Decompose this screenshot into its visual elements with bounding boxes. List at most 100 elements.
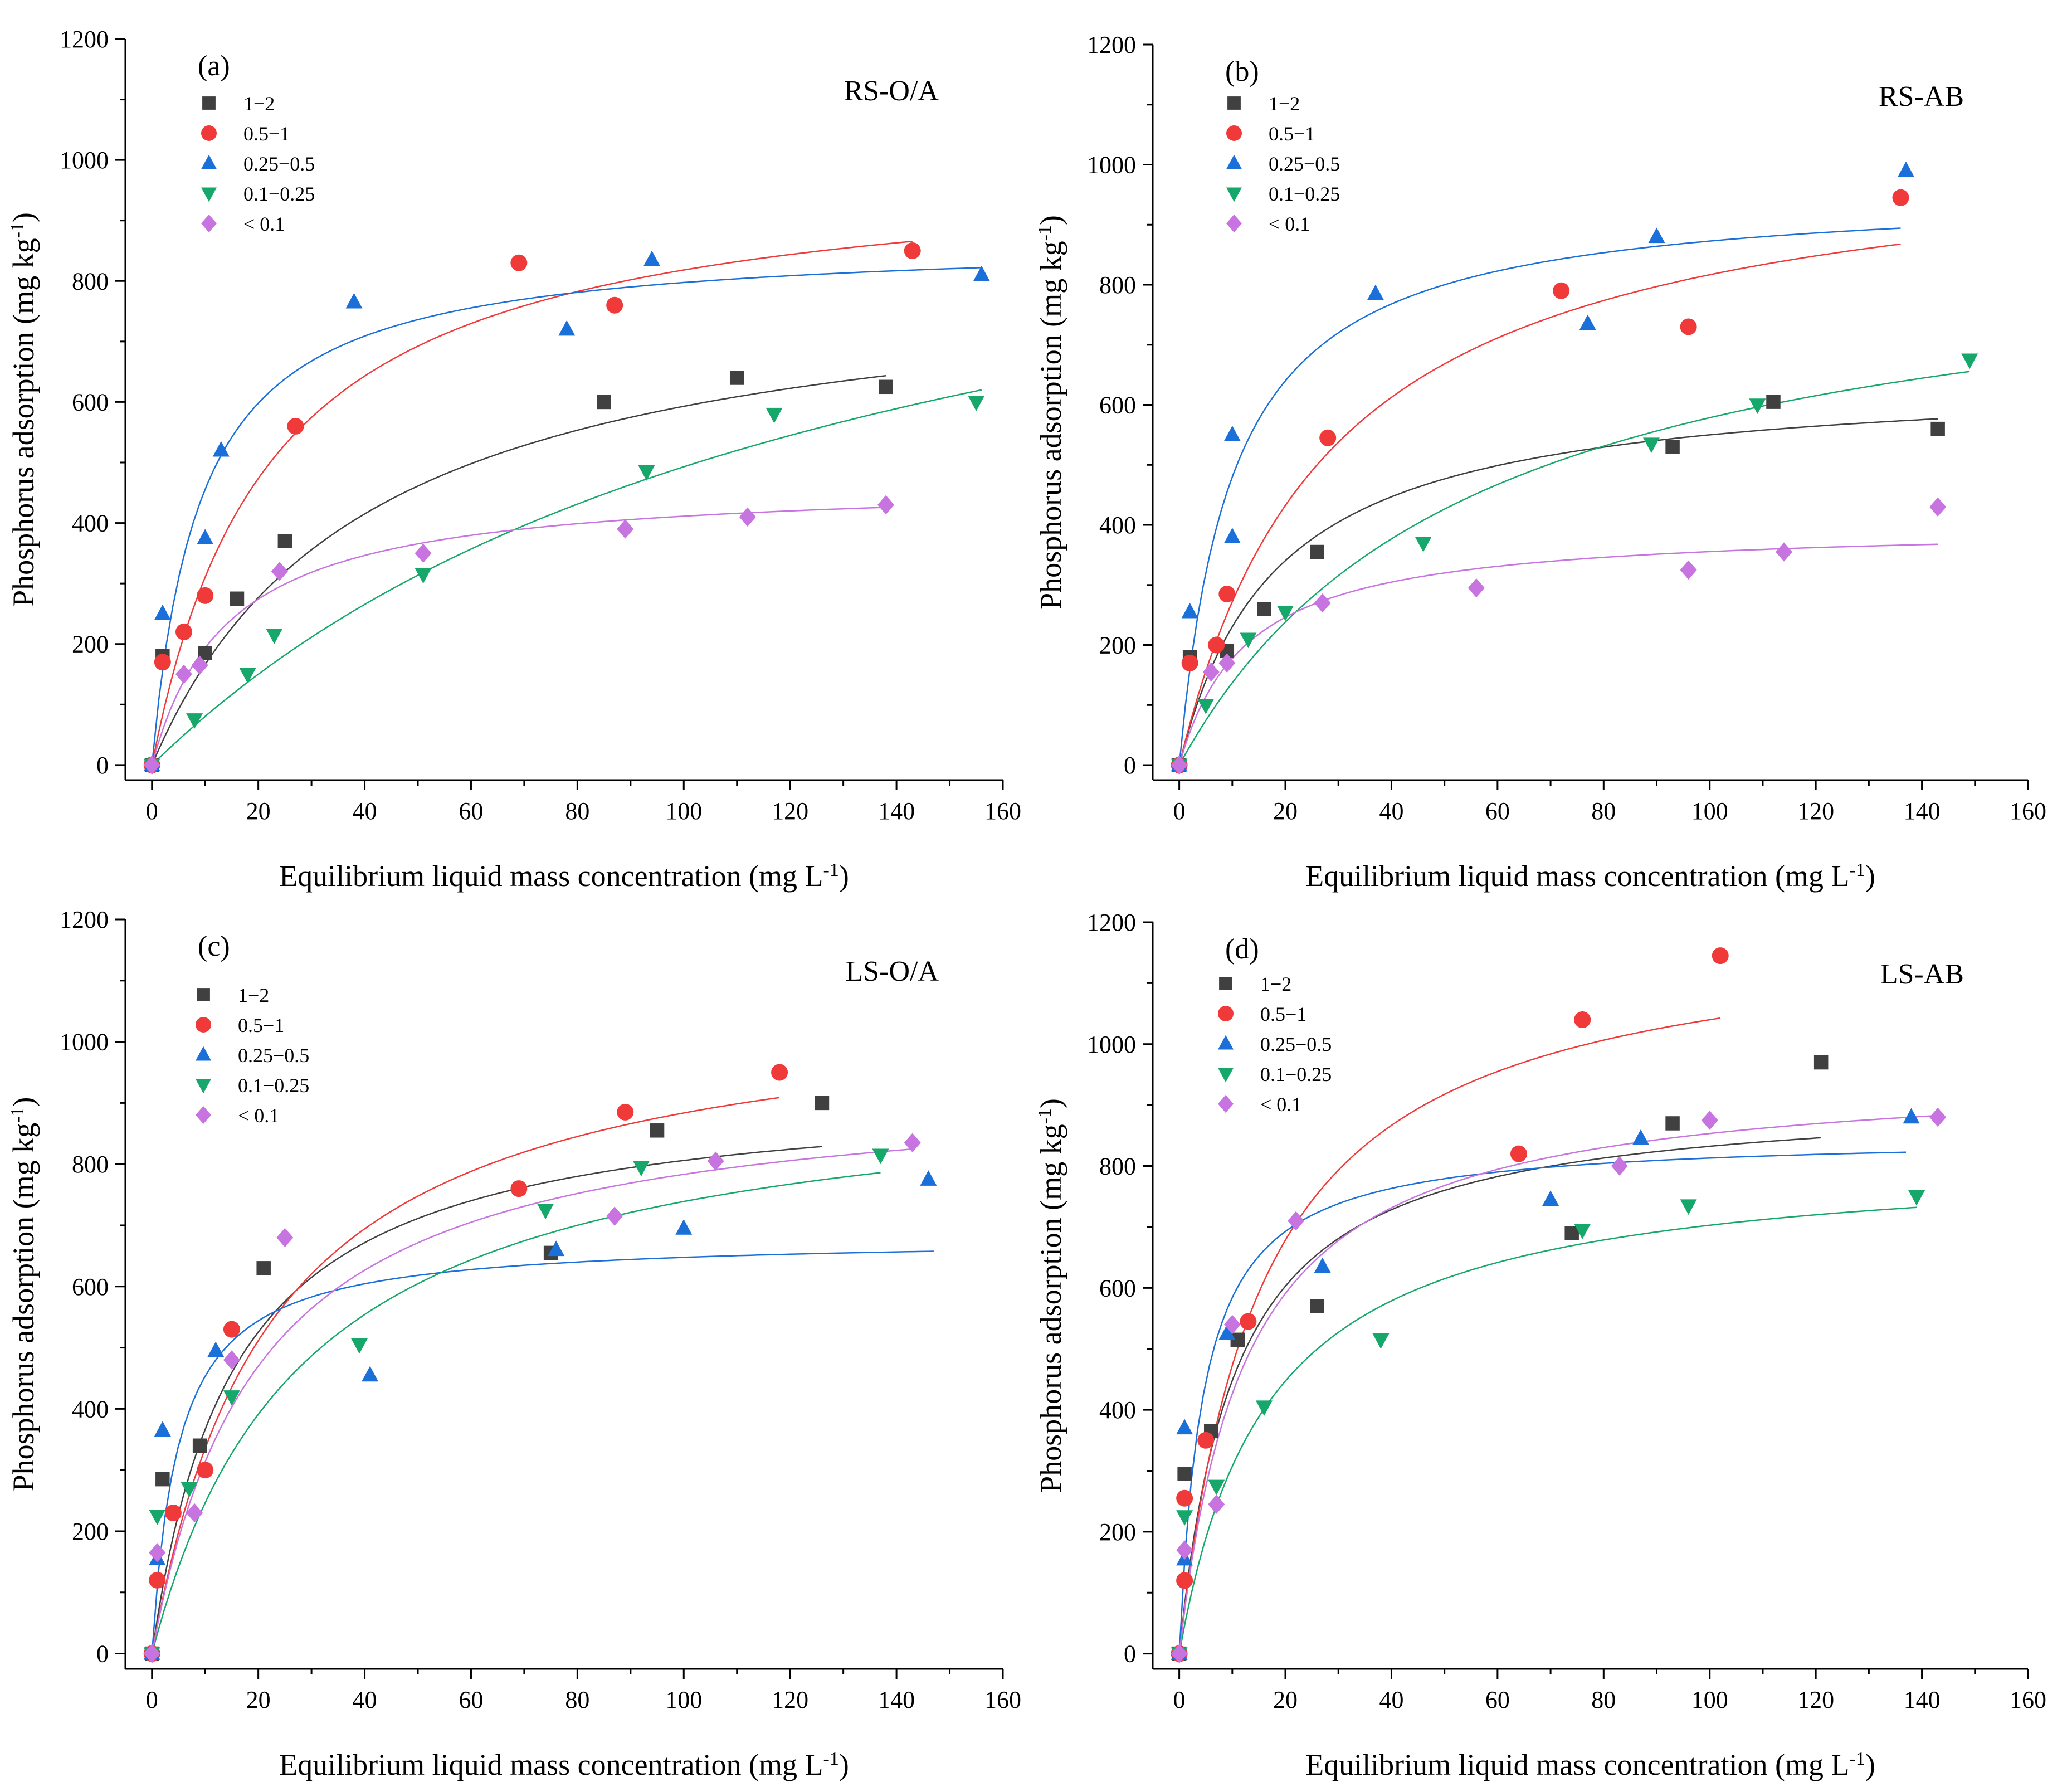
legend-label: 1−2 bbox=[243, 92, 275, 115]
y-tick-label: 0 bbox=[1124, 1640, 1136, 1668]
data-point bbox=[1176, 1540, 1193, 1560]
data-point bbox=[739, 507, 756, 527]
legend-label: < 0.1 bbox=[1269, 213, 1310, 235]
data-point bbox=[1648, 227, 1665, 244]
data-point bbox=[920, 1170, 937, 1186]
legend-marker bbox=[1219, 977, 1232, 990]
data-point bbox=[1665, 440, 1680, 454]
data-point bbox=[1680, 318, 1697, 335]
data-point bbox=[1930, 421, 1945, 436]
data-point bbox=[1176, 1419, 1193, 1435]
data-point bbox=[1553, 282, 1570, 299]
legend-label: < 0.1 bbox=[238, 1104, 279, 1127]
legend-label: 1−2 bbox=[1269, 92, 1300, 115]
data-point bbox=[877, 495, 894, 515]
x-tick-label: 0 bbox=[146, 797, 158, 825]
data-point bbox=[1929, 497, 1947, 517]
x-tick-label: 160 bbox=[2010, 797, 2046, 825]
data-point bbox=[223, 1321, 240, 1338]
data-point bbox=[1208, 1494, 1225, 1514]
data-point bbox=[879, 379, 893, 395]
panel-title: LS-O/A bbox=[845, 956, 939, 987]
y-tick-label: 0 bbox=[1124, 752, 1136, 779]
data-point bbox=[143, 1644, 160, 1663]
data-point bbox=[415, 543, 432, 563]
y-axis-title: Phosphorus adsorption (mg kg-1) bbox=[1034, 1098, 1067, 1493]
data-point bbox=[1892, 189, 1909, 206]
data-point bbox=[223, 1350, 240, 1370]
data-point bbox=[197, 529, 214, 544]
y-tick-label: 1200 bbox=[60, 26, 109, 53]
data-point bbox=[1218, 1324, 1236, 1340]
y-tick-label: 1200 bbox=[60, 906, 109, 933]
y-tick-label: 800 bbox=[1099, 271, 1136, 299]
legend-label: < 0.1 bbox=[1260, 1093, 1301, 1116]
data-point bbox=[1223, 1314, 1241, 1335]
series-4 bbox=[143, 495, 894, 775]
series-1 bbox=[143, 1064, 788, 1662]
fit-curve-2 bbox=[1178, 227, 1901, 766]
data-point bbox=[1898, 161, 1915, 177]
data-point bbox=[1171, 1644, 1188, 1663]
fit-curve-0 bbox=[151, 1146, 822, 1654]
fit-curve-0 bbox=[1178, 418, 1938, 766]
panel-3: 0 20 40 60 80 100 120 140 160 0 200 400 600 800 1000 12… bbox=[1034, 909, 2046, 1781]
legend-marker bbox=[1226, 214, 1242, 233]
data-point bbox=[1766, 395, 1781, 409]
fit-curve-3 bbox=[151, 1172, 881, 1654]
data-point bbox=[1908, 1190, 1925, 1206]
series-3 bbox=[143, 396, 985, 775]
data-point bbox=[1903, 1108, 1920, 1124]
legend-label: 0.1−0.25 bbox=[238, 1074, 309, 1097]
y-tick-label: 1200 bbox=[1087, 909, 1136, 936]
legend-marker bbox=[1226, 187, 1242, 202]
fit-curve-2 bbox=[1178, 1151, 1907, 1654]
data-point bbox=[1197, 1432, 1215, 1449]
data-point bbox=[548, 1240, 565, 1257]
data-point bbox=[1176, 1489, 1193, 1507]
panel-0: 0 20 40 60 80 100 120 140 160 0 200 400 600 800 1000 12… bbox=[7, 26, 1021, 893]
data-point bbox=[1665, 1116, 1680, 1131]
data-point bbox=[1208, 1479, 1225, 1496]
x-tick-label: 0 bbox=[1173, 797, 1186, 825]
x-tick-label: 80 bbox=[565, 1686, 589, 1713]
data-point bbox=[1749, 398, 1766, 415]
fit-curve-3 bbox=[151, 389, 982, 766]
x-tick-label: 60 bbox=[1485, 797, 1510, 825]
data-point bbox=[239, 668, 256, 684]
data-point bbox=[1223, 528, 1241, 543]
legend-label: 1−2 bbox=[238, 984, 269, 1006]
data-point bbox=[1367, 284, 1384, 300]
data-point bbox=[345, 293, 363, 309]
legend-label: 0.1−0.25 bbox=[1269, 183, 1340, 205]
data-point bbox=[1257, 602, 1271, 616]
fit-curve-1 bbox=[1178, 1017, 1720, 1654]
y-tick-label: 600 bbox=[1099, 1274, 1136, 1302]
y-tick-label: 0 bbox=[96, 1640, 109, 1668]
panel-tag: (d) bbox=[1225, 933, 1259, 965]
data-point bbox=[707, 1151, 724, 1171]
data-point bbox=[351, 1338, 368, 1354]
data-point bbox=[617, 519, 634, 539]
data-point bbox=[1218, 585, 1236, 602]
x-tick-label: 100 bbox=[665, 1686, 702, 1713]
y-tick-label: 1200 bbox=[1087, 31, 1136, 59]
y-tick-label: 400 bbox=[72, 510, 109, 537]
x-tick-label: 20 bbox=[1273, 1686, 1298, 1713]
data-point bbox=[1642, 437, 1660, 454]
panel-tag: (c) bbox=[198, 931, 230, 962]
fit-curve-1 bbox=[151, 240, 913, 766]
data-point bbox=[192, 1438, 207, 1453]
data-point bbox=[197, 1462, 214, 1479]
fit-curve-1 bbox=[151, 1097, 780, 1654]
data-point bbox=[362, 1366, 379, 1382]
data-point bbox=[277, 534, 292, 548]
data-point bbox=[1574, 1011, 1591, 1029]
x-tick-label: 60 bbox=[459, 1686, 483, 1713]
data-point bbox=[1415, 537, 1432, 552]
x-tick-label: 120 bbox=[1797, 797, 1834, 825]
y-tick-label: 1000 bbox=[1087, 1031, 1136, 1058]
series-4 bbox=[1171, 497, 1947, 775]
data-point bbox=[143, 755, 160, 775]
data-point bbox=[1177, 1467, 1192, 1481]
